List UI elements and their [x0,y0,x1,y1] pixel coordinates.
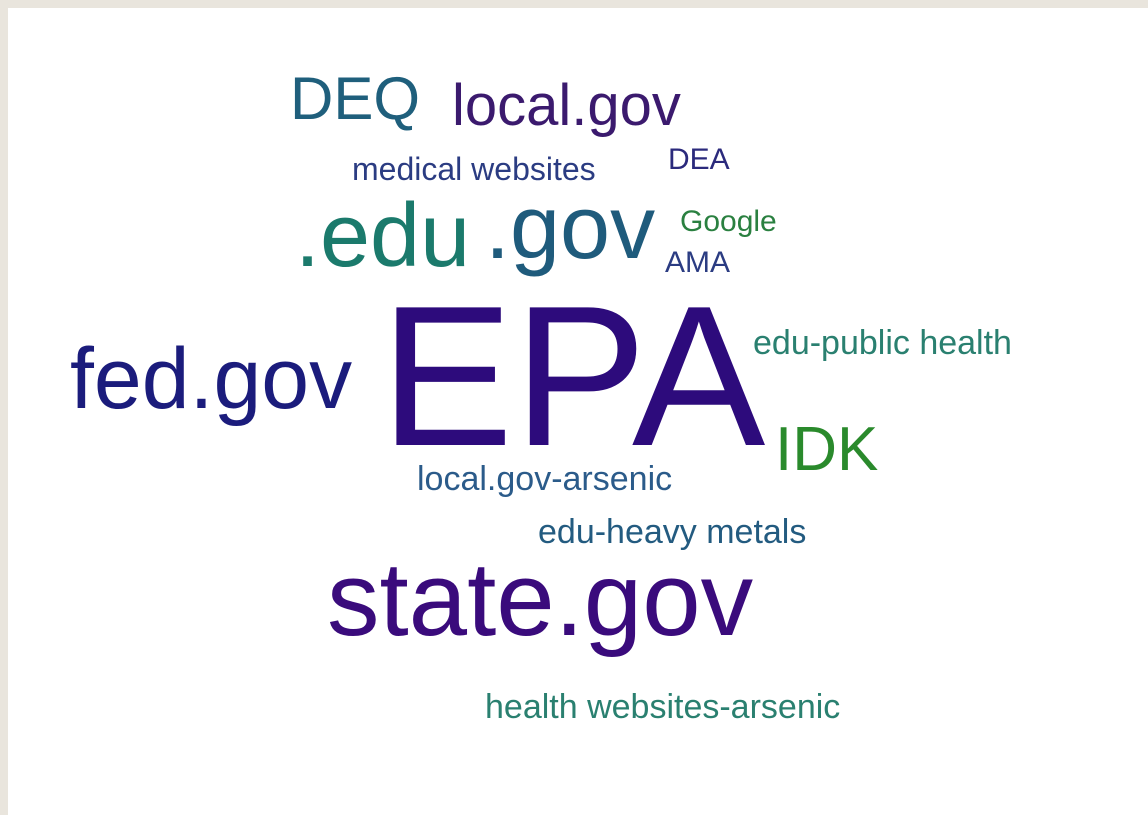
word: local.gov [452,73,681,138]
word: local.gov-arsenic [417,460,672,498]
word: DEA [668,143,730,176]
word: edu-heavy metals [538,513,806,551]
word: medical websites [352,151,596,187]
panel [8,8,1148,815]
word: DEQ [290,65,420,132]
word: .edu [295,186,470,286]
word: health websites-arsenic [485,688,840,726]
word: .gov [485,178,655,278]
word: Google [680,205,777,238]
word: edu-public health [753,324,1012,362]
word: IDK [775,415,878,484]
word: fed.gov [70,331,352,427]
word: EPA [380,265,766,488]
word: state.gov [327,541,754,658]
word: AMA [665,246,730,279]
